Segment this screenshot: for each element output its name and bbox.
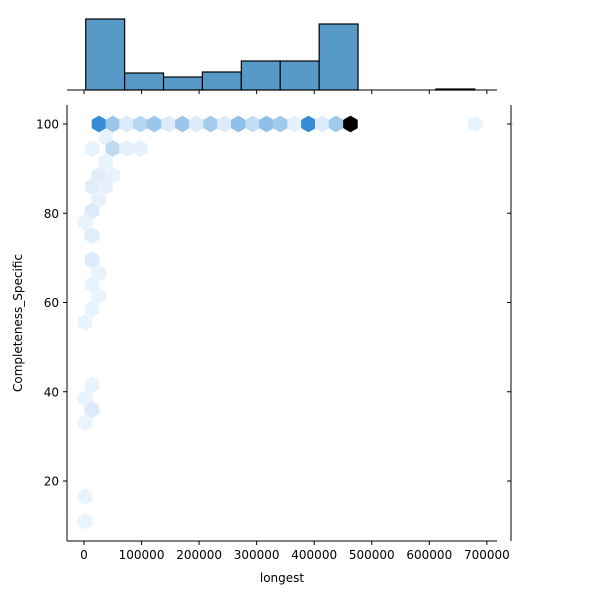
y-tick-label: 80 — [44, 207, 59, 221]
hexbin-cell — [98, 178, 114, 195]
x-tick-label: 100000 — [119, 548, 165, 562]
hexbin-cell — [77, 512, 93, 530]
hexbin-cell — [91, 287, 107, 305]
hexbin-cell — [77, 213, 93, 231]
hexbin-cell — [133, 115, 148, 133]
hexbin-cell — [84, 140, 100, 157]
y-tick-label: 60 — [44, 296, 59, 310]
hexbin-cell — [343, 115, 358, 133]
hexbin-cell — [84, 227, 100, 244]
hexbin-cell — [77, 414, 93, 432]
x-tick-label: 700000 — [464, 548, 510, 562]
hexbin-cell — [133, 140, 148, 157]
hexbin-cell — [272, 115, 288, 133]
hexbin-cell — [245, 115, 260, 133]
right-hist-ticks — [507, 123, 511, 482]
hexbin-cell — [188, 115, 204, 133]
hexbin-cell — [77, 488, 93, 506]
x-tick-label: 500000 — [349, 548, 395, 562]
hexbin-cell — [161, 115, 176, 133]
hexbin-cell — [259, 115, 274, 133]
hexbin-cell — [287, 115, 302, 133]
y-axis-label: Completeness_Specific — [11, 254, 25, 392]
y-tick-label: 20 — [44, 475, 59, 489]
top-hist-ticks — [83, 90, 488, 94]
hexbin-cell — [84, 401, 100, 418]
hexbin-cell — [84, 376, 100, 394]
x-tick-label: 0 — [80, 548, 88, 562]
y-tick-label: 100 — [36, 118, 59, 132]
hexbin-cell — [301, 115, 316, 133]
histogram-bar — [201, 71, 242, 91]
hexbin-cell — [217, 115, 232, 133]
x-tick-label: 200000 — [176, 548, 222, 562]
x-tick-label: 300000 — [234, 548, 280, 562]
hexbin-cell — [328, 115, 344, 133]
x-axis-ticks: 0 100000 200000 300000 400000 500000 600000 700… — [80, 541, 510, 562]
marginal-x-histogram — [85, 18, 476, 91]
hexbin-cell — [146, 115, 162, 133]
hexbin-cell — [468, 115, 483, 133]
x-tick-label: 400000 — [291, 548, 337, 562]
y-tick-label: 40 — [44, 385, 59, 399]
hexbin-cell — [77, 314, 93, 331]
hexbin-cell — [314, 115, 330, 133]
y-axis-ticks: 20 40 60 80 100 — [36, 118, 67, 489]
hexbin-cell — [84, 251, 100, 269]
hexbin-cell — [98, 153, 114, 171]
x-tick-label: 600000 — [406, 548, 452, 562]
histogram-bar — [85, 18, 126, 91]
hexbin-cell — [230, 115, 246, 133]
hexbin-cell — [91, 115, 107, 133]
hexbin-cell — [119, 115, 134, 133]
x-axis-label: longest — [260, 571, 305, 585]
hexbin-cell — [175, 115, 190, 133]
hexbin-cell — [105, 115, 121, 133]
hexbin-cell — [203, 115, 218, 133]
hexbin-cells — [77, 115, 483, 530]
hexbin-cell — [84, 300, 100, 318]
histogram-bar — [318, 23, 359, 91]
histogram-bar — [279, 60, 320, 91]
histogram-bar — [240, 60, 281, 91]
histogram-bar — [162, 76, 204, 91]
hexbin-cell — [119, 140, 134, 157]
histogram-bar — [124, 72, 165, 91]
